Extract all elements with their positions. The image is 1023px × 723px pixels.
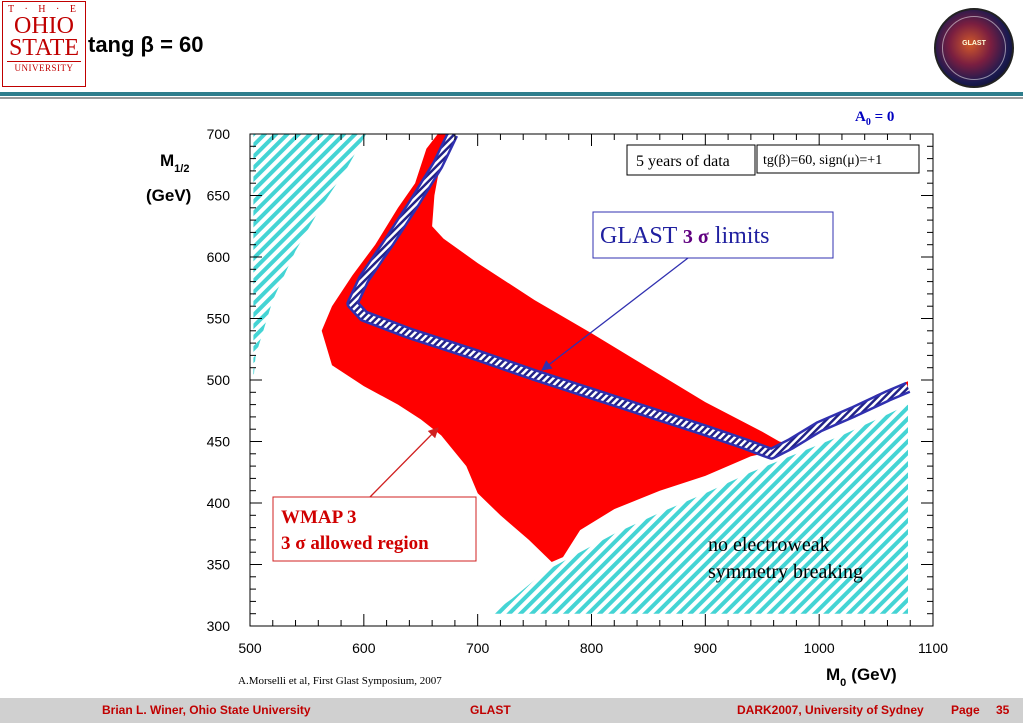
title-divider (0, 92, 1023, 96)
y-tick-label: 650 (207, 188, 231, 204)
logo-the: T · H · E (8, 4, 80, 15)
glast-label-arrow (541, 257, 689, 371)
x-tick-label: 700 (466, 640, 490, 656)
x-tick-label: 600 (352, 640, 376, 656)
footer-venue: DARK2007, University of Sydney (737, 703, 924, 717)
wmap-label-line1: WMAP 3 (281, 507, 356, 528)
glast-mission-badge: GLAST (934, 8, 1014, 88)
no-ewsb-excluded-region (491, 404, 908, 614)
y-tick-label: 600 (207, 249, 231, 265)
no-ewsb-label-line2: symmetry breaking (708, 561, 863, 583)
glast-label-box (592, 211, 834, 259)
no-ewsb-label-line1: no electroweak (708, 534, 830, 556)
legend-data-years: 5 years of data (636, 153, 730, 170)
credit: A.Morselli et al, First Glast Symposium,… (238, 675, 442, 687)
y-axis-label: M1/2 (160, 151, 189, 175)
axis-ticks (249, 133, 934, 627)
x-tick-label: 1000 (804, 640, 835, 656)
y-tick-label: 300 (207, 618, 231, 634)
footer-page-number: 35 (996, 703, 1010, 717)
a0-label: A0 = 0 (855, 109, 894, 128)
y-tick-label: 700 (207, 126, 231, 142)
footer-bar (0, 698, 1023, 723)
logo-university: UNIVERSITY (7, 61, 81, 73)
wmap-label-arrow (369, 427, 439, 498)
y-tick-label: 500 (207, 372, 231, 388)
tick-labels: 500 600 700 800 900 1000 1100 300 350 400 450 500 55… (207, 126, 949, 656)
badge-ring (942, 16, 1006, 80)
wmap-label-box (272, 496, 477, 562)
slide-title: tang β = 60 (88, 32, 204, 57)
glast-limit-hatch (348, 134, 910, 458)
footer-page-label: Page (951, 703, 980, 717)
legend-params-box (756, 144, 920, 174)
x-tick-label: 800 (580, 640, 604, 656)
y-axis-unit: (GeV) (146, 186, 191, 205)
title-divider-shadow (0, 97, 1023, 99)
footer-author: Brian L. Winer, Ohio State University (102, 703, 311, 717)
legend-params: tg(β)=60, sign(μ)=+1 (763, 153, 882, 168)
ohio-state-logo: T · H · E OHIO STATE UNIVERSITY (2, 1, 86, 87)
x-tick-label: 1100 (918, 640, 948, 656)
y-tick-label: 400 (207, 495, 231, 511)
wmap-allowed-region (321, 134, 908, 562)
y-tick-label: 350 (207, 557, 231, 573)
legend-data-years-box (626, 144, 756, 176)
left-excluded-region (253, 134, 367, 380)
glast-label: GLAST 3 σ limits (600, 223, 769, 249)
logo-ohio: OHIO (14, 13, 74, 39)
x-tick-label: 900 (694, 640, 718, 656)
badge-text: GLAST (962, 40, 986, 47)
x-tick-label: 500 (238, 640, 262, 656)
footer-center: GLAST (470, 703, 511, 717)
logo-state: STATE (8, 35, 80, 61)
x-axis-label: M0 (GeV) (826, 665, 897, 689)
y-tick-label: 450 (207, 434, 231, 450)
y-tick-label: 550 (207, 311, 231, 327)
wmap-label-line2: 3 σ allowed region (281, 533, 429, 554)
